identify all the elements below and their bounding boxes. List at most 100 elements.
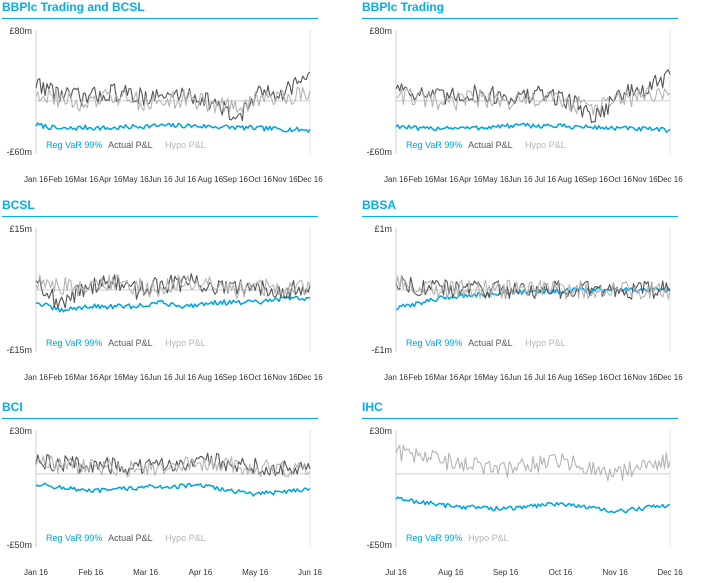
chart-svg: £30m -£50m Jan 16 Feb 16 Mar 16 Apr 16 May 16 J… bbox=[6, 426, 322, 577]
x-tick-label: May 16 bbox=[242, 568, 269, 577]
x-tick-label: Apr 16 bbox=[99, 175, 123, 184]
legend-entry: Hypo P&L bbox=[468, 533, 509, 543]
x-tick-label: Dec 16 bbox=[657, 175, 683, 184]
y-max-label: £15m bbox=[9, 224, 32, 234]
x-tick-label: Jan 16 bbox=[384, 175, 409, 184]
x-tick-label: Aug 16 bbox=[198, 373, 224, 382]
actual-pl-line bbox=[35, 452, 311, 477]
hypo-pl-line bbox=[395, 444, 671, 482]
title-rule bbox=[362, 18, 678, 19]
x-tick-label: Jun 16 bbox=[509, 175, 534, 184]
chart-panel-bbplc-trading-bcsl: BBPlc Trading and BCSL £80m -£60m Jan 16 Fe… bbox=[2, 0, 323, 190]
x-tick-label: Apr 16 bbox=[99, 373, 123, 382]
x-tick-label: Sep 16 bbox=[493, 568, 519, 577]
legend-entry: Hypo P&L bbox=[165, 338, 206, 348]
hypo-pl-line bbox=[35, 455, 311, 478]
reg-var-line bbox=[35, 482, 311, 497]
x-tick-label: Apr 16 bbox=[459, 175, 483, 184]
y-max-label: £30m bbox=[9, 426, 32, 436]
legend-entry: Reg VaR 99% bbox=[46, 140, 102, 150]
title-rule bbox=[362, 418, 678, 419]
legend-entry: Actual P&L bbox=[468, 338, 513, 348]
x-tick-label: May 16 bbox=[123, 373, 150, 382]
y-max-label: £80m bbox=[9, 26, 32, 36]
legend-entry: Reg VaR 99% bbox=[406, 338, 462, 348]
chart-panel-bbplc-trading: BBPlc Trading £80m -£60m Jan 16 Feb 16 Mar 1… bbox=[362, 0, 683, 190]
x-tick-label: Feb 16 bbox=[408, 373, 433, 382]
reg-var-line bbox=[395, 496, 670, 514]
reg-var-line bbox=[395, 286, 671, 311]
x-tick-label: May 16 bbox=[483, 175, 510, 184]
chart-title: BBPlc Trading and BCSL bbox=[2, 0, 145, 14]
legend-entry: Hypo P&L bbox=[165, 533, 206, 543]
hypo-pl-line bbox=[35, 86, 311, 114]
hypo-pl-line bbox=[395, 275, 671, 300]
chart-title: BCI bbox=[2, 400, 23, 414]
legend-entry: Actual P&L bbox=[468, 140, 513, 150]
x-tick-label: Oct 16 bbox=[248, 373, 272, 382]
reg-var-line bbox=[395, 122, 671, 133]
chart-panel-ihc: IHC £30m -£50m Jul 16 Aug 16 Sep 16 Oct 16 Nov… bbox=[362, 400, 683, 583]
legend-entry: Hypo P&L bbox=[165, 140, 206, 150]
x-tick-label: Feb 16 bbox=[48, 175, 73, 184]
x-tick-label: Nov 16 bbox=[272, 175, 298, 184]
legend-entry: Actual P&L bbox=[108, 338, 153, 348]
chart-title: BBPlc Trading bbox=[362, 0, 445, 14]
x-tick-label: Oct 16 bbox=[549, 568, 573, 577]
x-tick-label: Apr 16 bbox=[189, 568, 213, 577]
y-max-label: £80m bbox=[369, 26, 392, 36]
x-tick-label: May 16 bbox=[123, 175, 150, 184]
hypo-pl-line bbox=[35, 274, 311, 300]
y-max-label: £30m bbox=[369, 426, 392, 436]
actual-pl-line bbox=[35, 273, 311, 309]
y-min-label: -£1m bbox=[371, 345, 392, 355]
x-tick-label: Jul 16 bbox=[535, 373, 557, 382]
x-tick-label: Aug 16 bbox=[558, 175, 584, 184]
x-tick-label: Mar 16 bbox=[73, 175, 98, 184]
x-tick-label: Mar 16 bbox=[433, 175, 458, 184]
x-tick-label: Sep 16 bbox=[583, 175, 609, 184]
x-tick-label: Nov 16 bbox=[632, 175, 658, 184]
chart-panel-bbsa: BBSA £1m -£1m Jan 16 Feb 16 Mar 16 Apr 16 May … bbox=[362, 198, 683, 388]
x-tick-label: Dec 16 bbox=[297, 175, 323, 184]
legend-entry: Reg VaR 99% bbox=[406, 533, 462, 543]
chart-title: BCSL bbox=[2, 198, 35, 212]
legend-entry: Actual P&L bbox=[108, 533, 153, 543]
chart-title: BBSA bbox=[362, 198, 397, 212]
x-tick-label: Jul 16 bbox=[175, 373, 197, 382]
y-min-label: -£60m bbox=[366, 147, 392, 157]
x-tick-label: Jun 16 bbox=[509, 373, 534, 382]
legend-entry: Reg VaR 99% bbox=[46, 338, 102, 348]
title-rule bbox=[2, 216, 318, 217]
x-tick-label: Jan 16 bbox=[24, 373, 49, 382]
x-tick-label: Jan 16 bbox=[24, 568, 49, 577]
chart-panel-bci: BCI £30m -£50m Jan 16 Feb 16 Mar 16 Apr 16 May… bbox=[2, 400, 323, 583]
x-tick-label: Dec 16 bbox=[297, 373, 323, 382]
x-tick-label: Dec 16 bbox=[657, 373, 683, 382]
x-tick-label: Aug 16 bbox=[558, 373, 584, 382]
y-min-label: -£60m bbox=[6, 147, 32, 157]
x-tick-label: Apr 16 bbox=[459, 373, 483, 382]
chart-svg: £30m -£50m Jul 16 Aug 16 Sep 16 Oct 16 Nov 16 D… bbox=[366, 426, 683, 577]
legend-entry: Hypo P&L bbox=[525, 140, 566, 150]
legend-entry: Actual P&L bbox=[108, 140, 153, 150]
x-tick-label: Jul 16 bbox=[175, 175, 197, 184]
x-tick-label: Jan 16 bbox=[384, 373, 409, 382]
reg-var-line bbox=[35, 295, 311, 313]
x-tick-label: Feb 16 bbox=[408, 175, 433, 184]
x-tick-label: Nov 16 bbox=[632, 373, 658, 382]
x-tick-label: Jun 16 bbox=[149, 175, 174, 184]
chart-title: IHC bbox=[362, 400, 383, 414]
x-tick-label: Jul 16 bbox=[535, 175, 557, 184]
x-tick-label: Mar 16 bbox=[433, 373, 458, 382]
reg-var-line bbox=[35, 122, 311, 133]
x-tick-label: Feb 16 bbox=[48, 373, 73, 382]
x-tick-label: Sep 16 bbox=[223, 373, 249, 382]
y-min-label: -£50m bbox=[6, 540, 32, 550]
y-min-label: -£50m bbox=[366, 540, 392, 550]
hypo-pl-line bbox=[395, 87, 671, 116]
legend-entry: Reg VaR 99% bbox=[406, 140, 462, 150]
